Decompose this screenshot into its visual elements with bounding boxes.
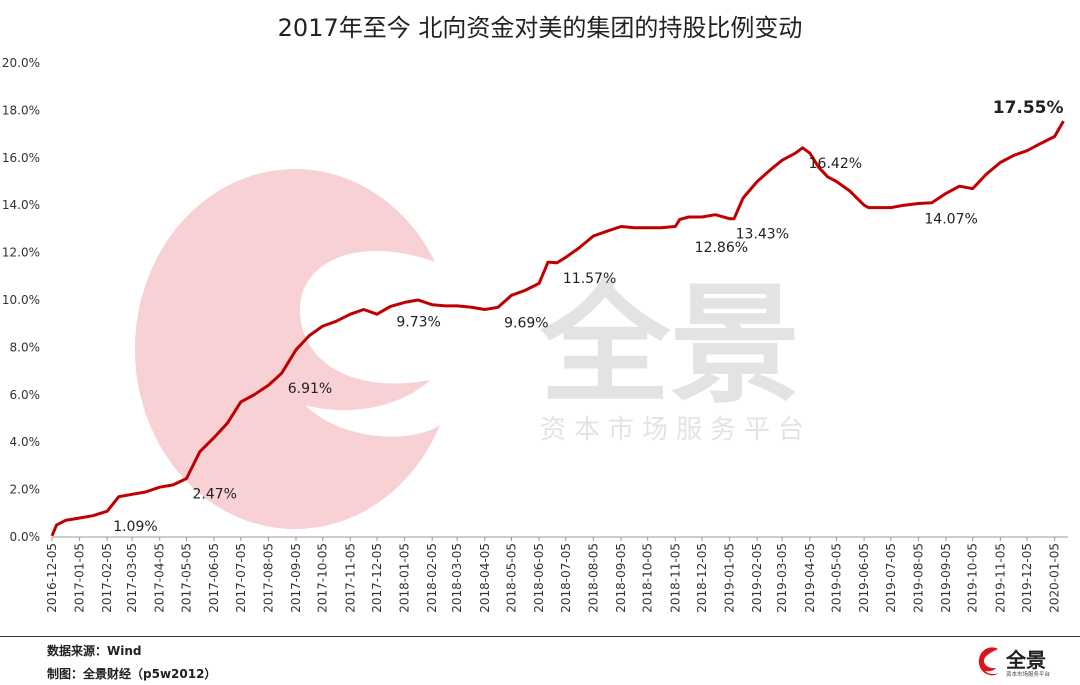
x-tick-label: 2018-06-05 — [532, 543, 546, 613]
x-tick-label: 2017-10-05 — [316, 543, 330, 613]
data-label: 9.69% — [504, 315, 548, 331]
y-tick-label: 20.0% — [2, 56, 40, 70]
x-tick-label: 2016-12-05 — [45, 543, 59, 613]
data-labels: 1.09% 2.47% 6.91% 9.73% 9.69% 11.57% 12.86%13.… — [113, 98, 1063, 535]
x-tick-label: 2017-06-05 — [207, 543, 221, 613]
x-tick-label: 2017-11-05 — [343, 543, 357, 613]
x-tick-label: 2019-08-05 — [911, 543, 925, 613]
chart-title: 2017年至今 北向资金对美的集团的持股比例变动 — [277, 14, 803, 42]
data-label: 1.09% — [113, 519, 157, 535]
data-label: 11.57% — [563, 271, 616, 287]
y-tick-label: 4.0% — [10, 435, 41, 449]
x-tick-label: 2017-08-05 — [261, 543, 275, 613]
x-tick-label: 2018-08-05 — [586, 543, 600, 613]
x-tick-label: 2019-07-05 — [884, 543, 898, 613]
y-tick-label: 10.0% — [2, 293, 40, 307]
series-line — [50, 120, 1065, 537]
data-label: 14.07% — [924, 212, 977, 228]
line-chart: 全景 资本市场服务平台 0.0% 2.0% 4.0% 6.0% 8.0% 10.0% 12.… — [2, 56, 1068, 613]
x-tick-label: 2019-10-05 — [966, 543, 980, 613]
x-tick-label: 2018-03-05 — [450, 543, 464, 613]
x-tick-label: 2017-05-05 — [179, 543, 193, 613]
y-tick-label: 16.0% — [2, 151, 40, 165]
x-tick-label: 2019-03-05 — [775, 543, 789, 613]
x-tick-label: 2019-05-05 — [829, 543, 843, 613]
x-tick-label: 2018-12-05 — [695, 543, 709, 613]
x-tick-label: 2017-04-05 — [153, 543, 167, 613]
x-tick-label: 2019-02-05 — [750, 543, 764, 613]
series-group — [50, 120, 1065, 537]
x-tick-label: 2019-11-05 — [993, 543, 1007, 613]
footer-divider — [0, 636, 1080, 637]
x-tick-label: 2019-04-05 — [803, 543, 817, 613]
y-tick-label: 12.0% — [2, 246, 40, 260]
logo-brand: 全景 — [1005, 648, 1046, 672]
logo-tagline: 资本市场服务平台 — [1006, 670, 1051, 678]
x-tick-label: 2018-07-05 — [559, 543, 573, 613]
x-tick-label: 2019-09-05 — [939, 543, 953, 613]
y-axis: 0.0% 2.0% 4.0% 6.0% 8.0% 10.0% 12.0% 14.0% 16.0%… — [2, 56, 40, 544]
x-axis: 2016-12-05 2017-01-05 2017-02-05 2017-03-05… — [45, 536, 1068, 613]
data-label: 13.43% — [736, 227, 789, 243]
x-tick-label: 2020-01-05 — [1048, 543, 1062, 613]
watermark-swirl-icon — [134, 169, 440, 530]
data-label: 17.55% — [993, 98, 1064, 118]
data-source: 数据来源：Wind — [47, 644, 142, 658]
watermark: 全景 资本市场服务平台 — [134, 169, 812, 530]
y-tick-label: 18.0% — [2, 103, 40, 117]
watermark-brand: 全景 — [539, 269, 800, 421]
x-tick-label: 2018-04-05 — [478, 543, 492, 613]
x-tick-label: 2018-01-05 — [398, 543, 412, 613]
x-tick-label: 2018-02-05 — [425, 543, 439, 613]
data-label: 16.42% — [809, 156, 862, 172]
y-tick-label: 2.0% — [10, 483, 41, 497]
x-tick-label: 2017-02-05 — [100, 543, 114, 613]
data-label: 9.73% — [396, 314, 440, 330]
brand-logo: 全景 资本市场服务平台 — [978, 647, 1051, 678]
x-tick-label: 2019-06-05 — [857, 543, 871, 613]
x-tick-label: 2017-03-05 — [125, 543, 139, 613]
x-tick-label: 2018-09-05 — [614, 543, 628, 613]
x-tick-label: 2017-09-05 — [289, 543, 303, 613]
x-tick-label: 2017-01-05 — [73, 543, 87, 613]
x-tick-label: 2018-05-05 — [504, 543, 518, 613]
x-tick-label: 2017-12-05 — [370, 543, 384, 613]
y-tick-label: 6.0% — [10, 388, 41, 402]
data-label: 2.47% — [192, 486, 236, 502]
x-tick-label: 2019-12-05 — [1020, 543, 1034, 613]
y-tick-label: 14.0% — [2, 198, 40, 212]
logo-swirl-icon — [978, 647, 999, 676]
x-tick-label: 2019-01-05 — [723, 543, 737, 613]
y-tick-label: 8.0% — [10, 340, 41, 354]
chart-credit: 制图：全景财经（p5w2012） — [47, 667, 217, 681]
x-tick-label: 2017-07-05 — [234, 543, 248, 613]
data-label: 12.86% — [695, 240, 748, 256]
watermark-tagline: 资本市场服务平台 — [540, 415, 812, 445]
x-tick-label: 2018-11-05 — [668, 543, 682, 613]
data-label: 6.91% — [288, 381, 332, 397]
x-tick-label: 2018-10-05 — [641, 543, 655, 613]
y-tick-label: 0.0% — [10, 530, 41, 544]
